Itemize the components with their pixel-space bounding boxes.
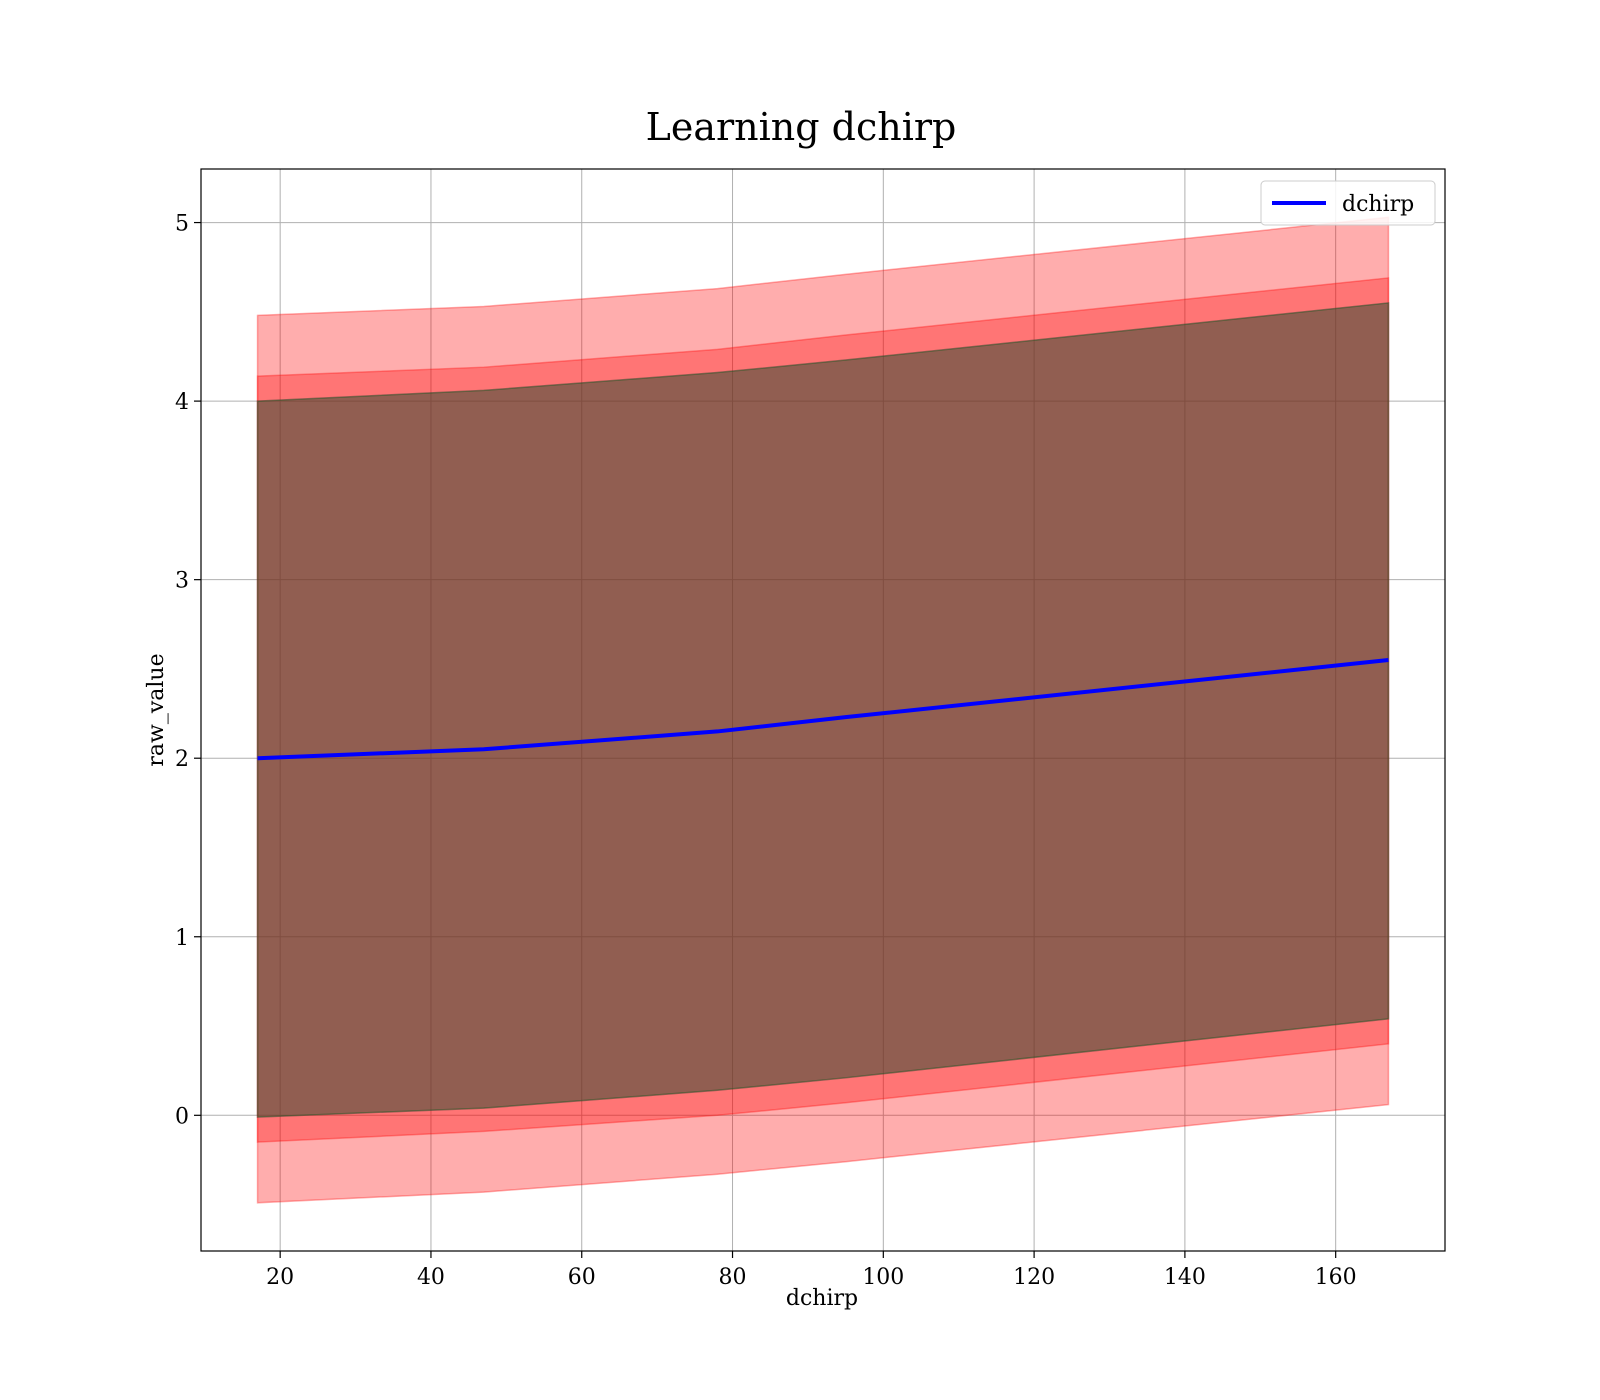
legend: dchirp [1260, 180, 1436, 226]
x-tick-label: 100 [862, 1265, 904, 1290]
y-tick-label: 4 [175, 390, 189, 415]
plot-frame [200, 168, 1446, 1252]
x-tick-label: 40 [417, 1265, 445, 1290]
y-tick-label: 0 [175, 1104, 189, 1129]
confidence-band [256, 277, 1390, 1143]
confidence-band [256, 216, 1390, 1204]
x-tick-label: 60 [568, 1265, 596, 1290]
x-tick-label: 80 [719, 1265, 747, 1290]
y-tick-label: 2 [175, 747, 189, 772]
ticks: 20 40 60 80 100 120 140 160 0 1 2 3 4 5 [175, 212, 1357, 1290]
confidence-band [256, 302, 1390, 1118]
x-tick-label: 160 [1315, 1265, 1357, 1290]
x-tick-label: 140 [1164, 1265, 1206, 1290]
grid [201, 169, 1445, 1251]
confidence-bands [256, 216, 1390, 1204]
y-tick-label: 5 [175, 212, 189, 237]
chart-title: Learning dchirp [646, 105, 957, 149]
x-tick-label: 20 [266, 1265, 294, 1290]
series-line-dchirp [257, 658, 1389, 761]
confidence-band [256, 302, 1390, 1118]
x-tick-label: 120 [1013, 1265, 1055, 1290]
y-axis-label: raw_value [144, 653, 169, 766]
y-tick-label: 1 [175, 926, 189, 951]
legend-box [1260, 180, 1436, 226]
series-lines [257, 658, 1389, 761]
legend-label: dchirp [1342, 192, 1414, 217]
y-tick-label: 3 [175, 569, 189, 594]
x-axis-label: dchirp [786, 1286, 858, 1311]
